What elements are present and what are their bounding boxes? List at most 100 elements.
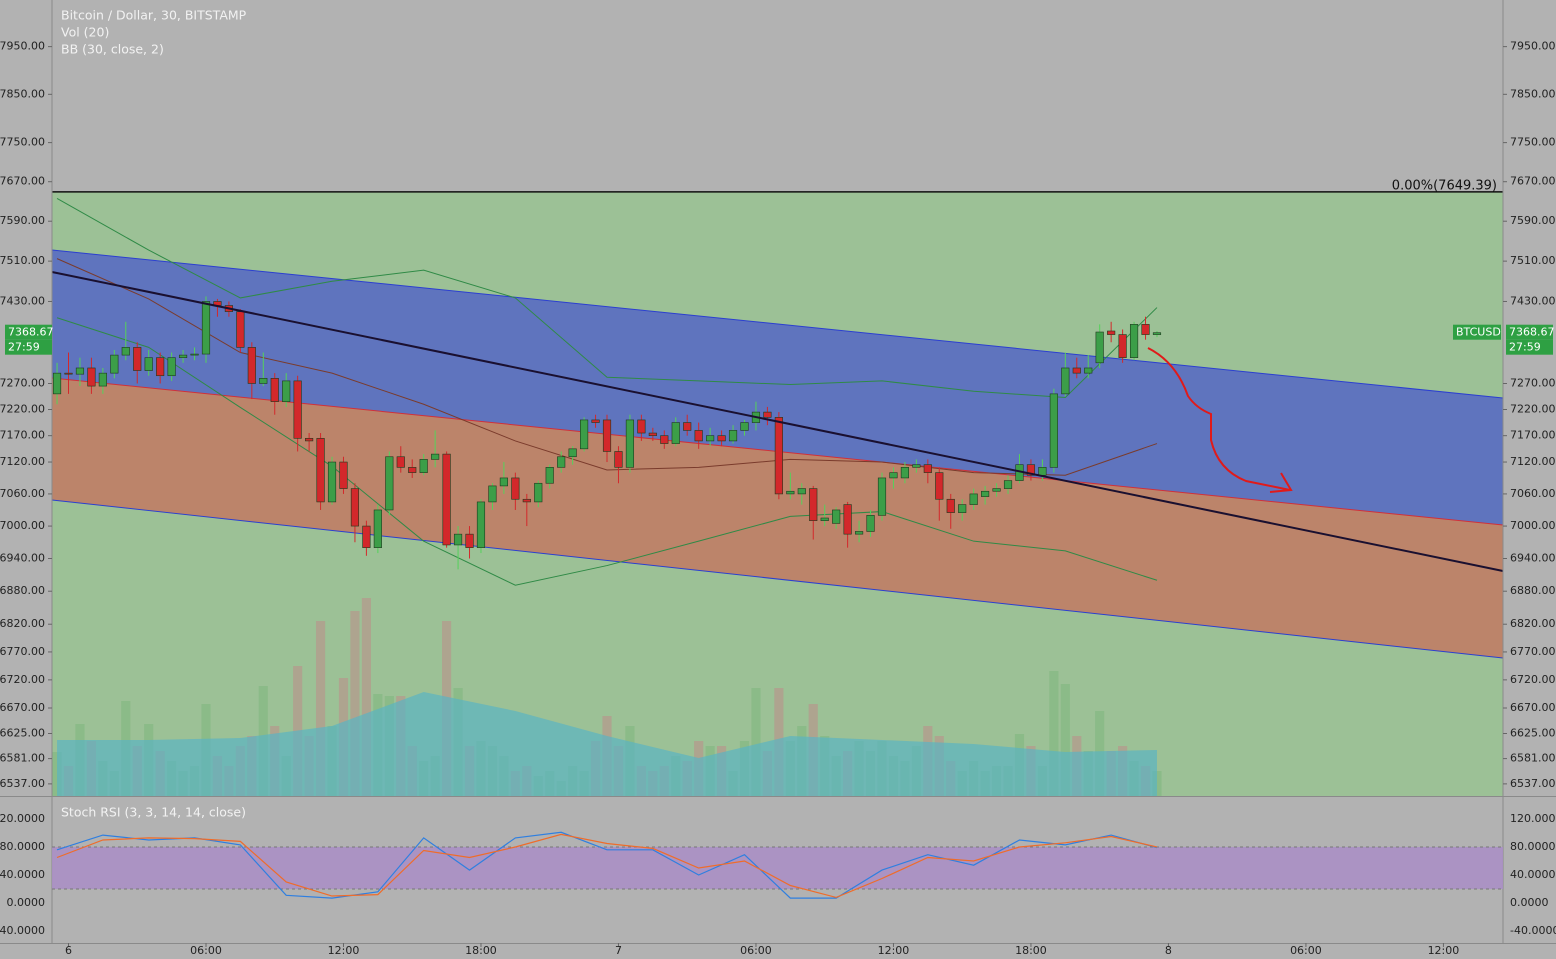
candle-body [431,453,440,460]
candle-body [339,461,348,489]
channel-bottom-line [51,499,1504,659]
candle-body [671,422,680,444]
candle-body [568,448,577,458]
candle-body [683,422,692,431]
volume-bar [52,752,62,796]
y-tick-label: 6537.00 [1510,777,1556,790]
x-tick-label: 6 [65,944,72,957]
x-tick-label: 06:00 [190,944,222,957]
candle-body [236,311,245,348]
candle-body [969,493,978,505]
y-tick-label: 6880.00 [1510,584,1556,597]
x-tick-label: 06:00 [1290,944,1322,957]
volume-bar [315,621,326,796]
candle-body [637,419,646,434]
x-tick-label: 18:00 [1015,944,1047,957]
x-tick-label: 7 [615,944,622,957]
y-tick-label: 6581.00 [0,752,45,765]
countdown-tag [5,339,52,355]
y-tick-label: 7430.00 [1510,294,1556,307]
candle-body [900,467,909,479]
candle-body [167,357,176,377]
y-tick-label: 6940.00 [0,552,45,565]
candle-body [87,367,96,387]
x-tick-label: 12:00 [1428,944,1460,957]
countdown-label: 27:59 [8,341,40,354]
trend-line [51,271,1504,572]
candle-body [660,435,669,444]
candle-body [1141,324,1150,335]
candle-body [511,477,520,500]
y-tick-label: 7270.00 [0,376,45,389]
y-tick-label: 6625.00 [0,727,45,740]
candle-body [958,504,967,513]
candle-body [75,367,85,375]
candle-body [316,437,325,503]
candle-layer [52,296,1162,570]
y-tick-label: 7850.00 [1510,87,1556,100]
y-tick-label: 7670.00 [0,175,45,188]
overlay-layer: 0.00%(7649.39) [52,178,1503,193]
candle-body [156,357,165,377]
candle-body [453,533,463,546]
y-tick-label: 7590.00 [1510,214,1556,227]
candle-body [614,451,623,468]
candle-body [797,488,806,495]
indicator-label: BB (30, close, 2) [61,42,164,57]
rsi-tick-label: 0.0000 [7,896,46,909]
rsi-tick-label: 120.0000 [1510,812,1556,825]
candle-body [282,380,291,402]
candle-body [889,472,898,479]
y-tick-label: 7000.00 [0,519,45,532]
x-tick-label: 12:00 [328,944,360,957]
candle-body [923,464,932,473]
y-tick-label: 7590.00 [0,214,45,227]
y-tick-label: 6625.00 [1510,727,1556,740]
volume-bar [751,688,761,796]
y-tick-label: 7510.00 [1510,254,1556,267]
candle-body [247,347,256,384]
candle-body [740,422,749,431]
candle-body [465,533,474,548]
candle-body [64,372,73,375]
y-tick-label: 7510.00 [0,254,45,267]
rsi-tick-label: 0.0000 [1510,896,1549,909]
candle-body [488,485,497,503]
rsi-band [52,846,1503,890]
candle-body [476,501,486,548]
candle-body [1084,367,1093,374]
candle-body [877,477,887,516]
candle-body [866,515,875,532]
rsi-line [56,833,1158,899]
candle-body [144,357,153,371]
bollinger-line [56,317,1158,586]
candle-body [706,435,715,442]
volume-layer [52,598,1162,796]
candle-body [499,477,508,487]
y-tick-label: 7220.00 [0,402,45,415]
y-tick-label: 6770.00 [0,645,45,658]
candle-body [305,437,314,442]
y-tick-label: 6720.00 [1510,673,1556,686]
y-tick-label: 6820.00 [0,617,45,630]
y-tick-label: 7000.00 [1510,519,1556,532]
candle-body [1061,367,1070,395]
drawn-arrow [1147,347,1293,493]
y-tick-label: 6940.00 [1510,552,1556,565]
y-tick-label: 7950.00 [0,40,45,53]
rsi-tick-label: 80.0000 [1510,840,1556,853]
candle-body [843,504,852,535]
channel-top-line [51,249,1504,399]
x-tick-label: 06:00 [740,944,772,957]
y-tick-label: 7850.00 [0,87,45,100]
candle-body [1152,332,1162,335]
volume-bar [1060,684,1070,796]
candle-body [648,432,657,436]
candle-body [557,456,566,468]
candle-body [763,411,772,418]
candle-body [419,459,428,473]
rsi-tick-label: 40.0000 [0,868,45,881]
candle-body [350,488,360,527]
candle-body [293,380,302,439]
